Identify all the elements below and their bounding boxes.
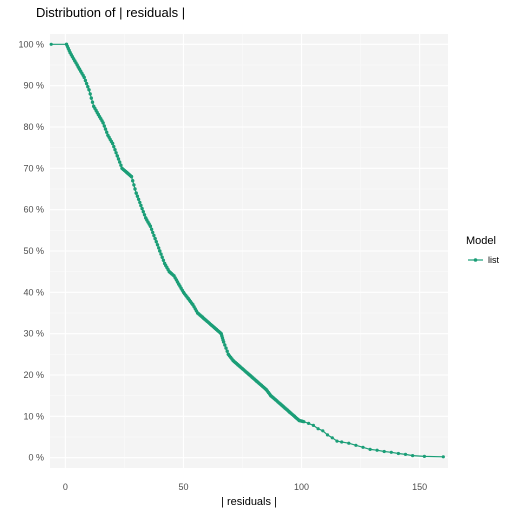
data-point xyxy=(134,191,138,195)
data-point xyxy=(330,436,334,440)
data-point xyxy=(161,258,166,262)
data-point xyxy=(114,151,118,155)
data-point xyxy=(335,439,339,443)
data-point xyxy=(148,224,153,228)
y-tick-label: 40 % xyxy=(23,287,44,297)
data-point xyxy=(101,121,105,125)
data-point xyxy=(157,246,161,250)
data-point xyxy=(131,179,135,183)
data-point xyxy=(83,78,88,83)
data-point xyxy=(133,187,137,191)
legend: Model list xyxy=(466,235,499,265)
y-tick-label: 80 % xyxy=(23,122,44,132)
data-point xyxy=(142,213,147,217)
data-point xyxy=(132,183,136,187)
data-point xyxy=(110,141,115,146)
data-point xyxy=(411,454,415,458)
data-point xyxy=(129,174,134,179)
data-point xyxy=(139,203,143,208)
data-point xyxy=(105,130,109,134)
y-tick-label: 60 % xyxy=(23,205,44,215)
data-point xyxy=(82,75,86,80)
data-point xyxy=(347,441,351,445)
data-point xyxy=(354,443,358,447)
data-point xyxy=(87,88,91,92)
data-point xyxy=(223,343,227,347)
x-tick-label: 50 xyxy=(178,482,188,492)
data-point xyxy=(403,452,408,456)
data-point xyxy=(84,81,89,86)
data-point xyxy=(301,419,305,424)
chart-title: Distribution of | residuals | xyxy=(36,5,185,20)
legend-key-point xyxy=(473,258,478,262)
data-point xyxy=(118,160,122,164)
data-point xyxy=(86,85,90,89)
legend-label: list xyxy=(488,255,499,265)
x-tick-labels: 0 50 100 150 xyxy=(63,482,427,492)
data-point xyxy=(389,450,393,454)
data-point xyxy=(88,92,92,96)
data-point xyxy=(141,210,145,214)
series-layer xyxy=(49,42,445,459)
data-point xyxy=(311,423,315,427)
data-point xyxy=(154,240,158,244)
data-point xyxy=(90,100,95,104)
data-point xyxy=(316,427,320,431)
grid-lines xyxy=(50,34,448,468)
data-point xyxy=(153,236,157,241)
data-point xyxy=(225,349,229,353)
data-point xyxy=(103,127,108,131)
data-point xyxy=(49,42,53,46)
y-tick-label: 70 % xyxy=(23,163,44,173)
legend-title: Model xyxy=(466,235,496,247)
y-tick-label: 100 % xyxy=(18,39,44,49)
x-tick-label: 150 xyxy=(412,482,427,492)
data-point xyxy=(89,96,94,100)
data-point xyxy=(136,197,141,201)
data-point xyxy=(102,124,107,128)
y-tick-label: 50 % xyxy=(23,246,44,256)
series-list xyxy=(49,42,445,459)
data-point xyxy=(115,154,120,158)
data-point xyxy=(368,447,372,451)
data-point xyxy=(149,227,154,231)
data-point xyxy=(325,433,330,437)
data-point xyxy=(116,157,121,161)
data-point xyxy=(361,445,365,449)
data-point xyxy=(138,200,142,205)
data-point xyxy=(135,194,140,198)
y-tick-label: 10 % xyxy=(23,411,44,421)
data-point xyxy=(224,346,228,350)
data-point xyxy=(160,255,164,259)
y-tick-label: 0 % xyxy=(28,453,44,463)
data-point xyxy=(441,455,445,459)
data-point xyxy=(140,206,144,211)
data-point xyxy=(152,233,156,238)
data-point xyxy=(396,451,400,456)
data-point xyxy=(151,230,155,235)
data-point xyxy=(307,421,311,425)
data-point xyxy=(112,144,116,149)
data-point xyxy=(158,249,162,253)
y-tick-labels: 0 % 10 % 20 % 30 % 40 % 50 % 60 % 70 % 80 % 90 % 1… xyxy=(18,39,44,462)
data-point xyxy=(221,340,226,344)
x-axis-title: | residuals | xyxy=(221,496,277,508)
data-point xyxy=(340,440,344,444)
data-point xyxy=(155,243,160,247)
y-tick-label: 30 % xyxy=(23,329,44,339)
y-tick-label: 90 % xyxy=(23,81,44,91)
data-point xyxy=(159,252,163,256)
x-tick-label: 100 xyxy=(294,482,309,492)
data-point xyxy=(375,448,379,452)
data-point xyxy=(422,454,426,458)
y-tick-label: 20 % xyxy=(23,370,44,380)
data-point xyxy=(119,163,123,167)
data-point xyxy=(321,429,325,433)
data-point xyxy=(382,449,386,454)
x-tick-label: 0 xyxy=(63,482,68,492)
data-point xyxy=(113,148,117,152)
